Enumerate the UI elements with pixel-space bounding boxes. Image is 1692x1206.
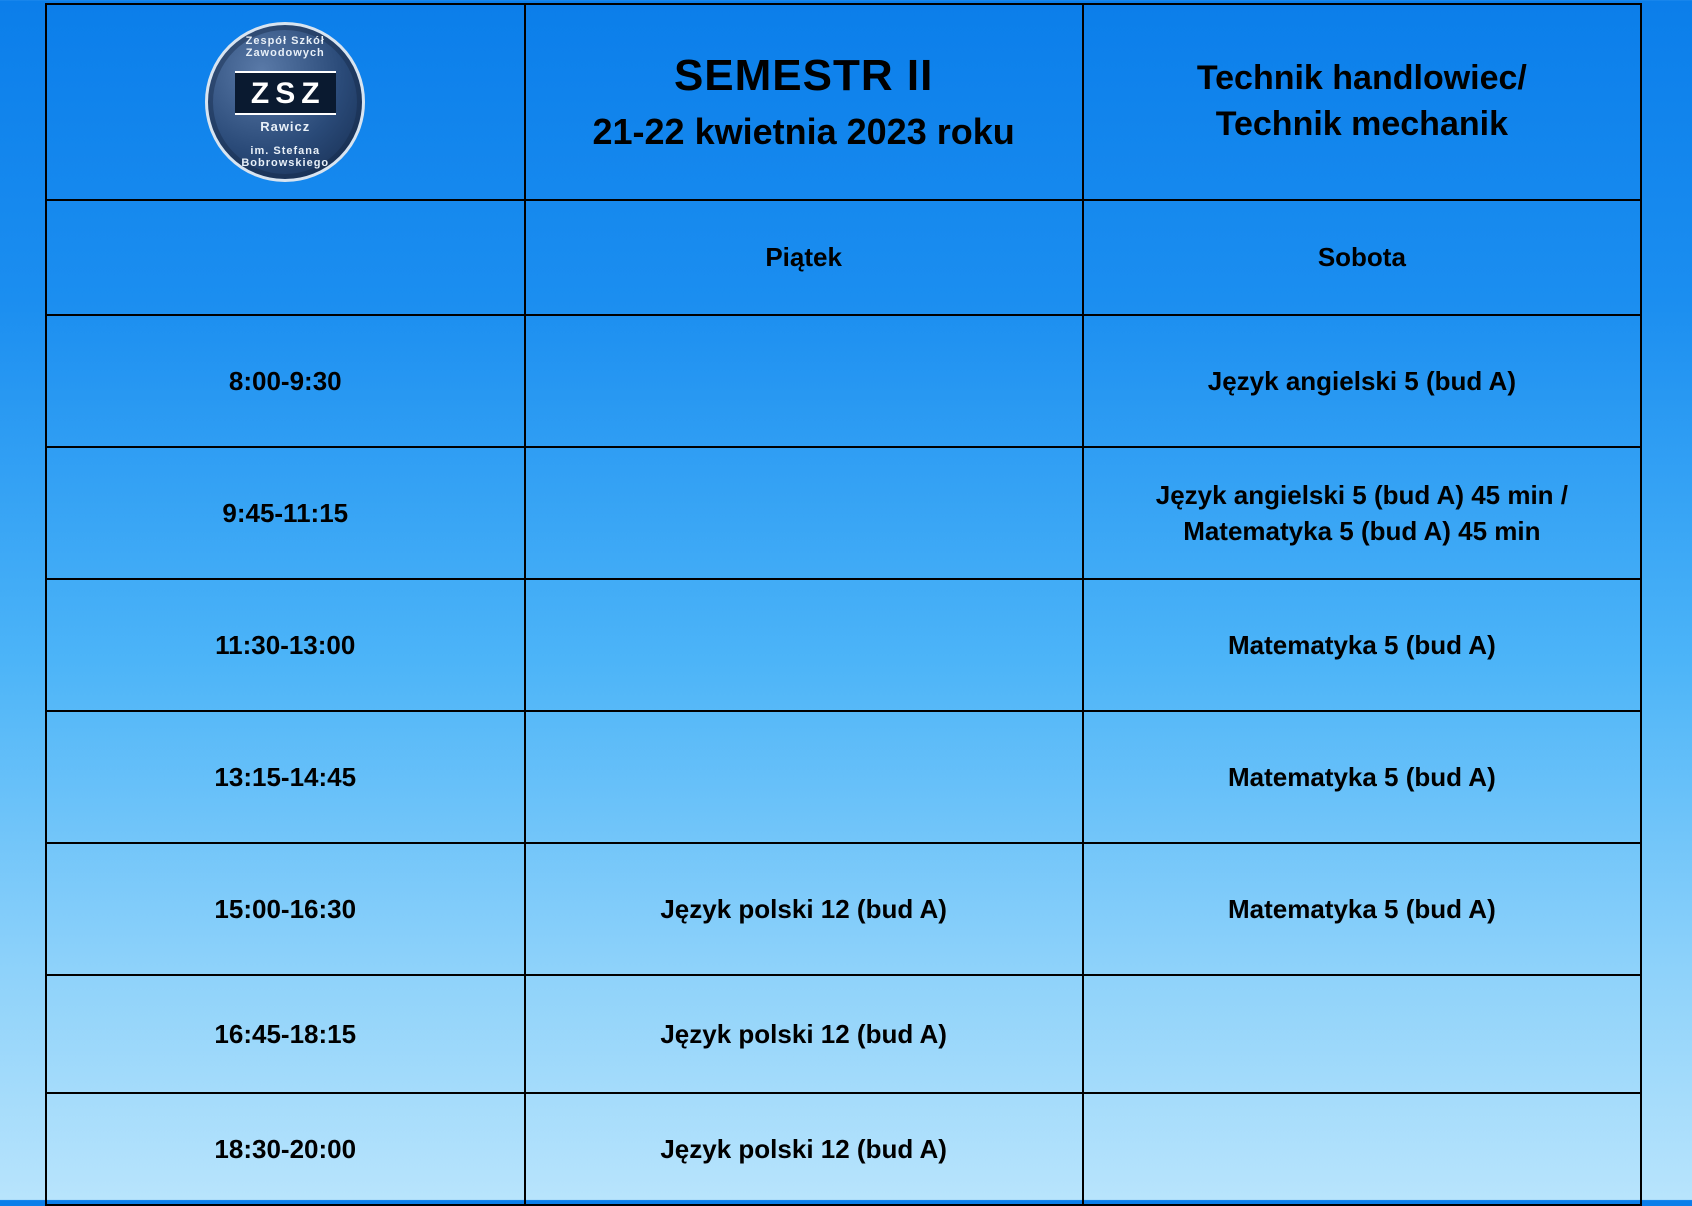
- table-row: 16:45-18:15 Język polski 12 (bud A): [46, 975, 1641, 1093]
- saturday-cell: [1083, 1093, 1641, 1205]
- saturday-cell: Matematyka 5 (bud A): [1083, 843, 1641, 975]
- time-slot: 8:00-9:30: [46, 315, 525, 447]
- table-row: 9:45-11:15 Język angielski 5 (bud A) 45 …: [46, 447, 1641, 579]
- header-row: Zespół Szkół Zawodowych ZSZ Rawicz im. S…: [46, 4, 1641, 200]
- logo-main-text: ZSZ: [235, 71, 336, 115]
- friday-cell: [525, 447, 1083, 579]
- table-row: 8:00-9:30 Język angielski 5 (bud A): [46, 315, 1641, 447]
- logo-cell: Zespół Szkół Zawodowych ZSZ Rawicz im. S…: [46, 4, 525, 200]
- time-slot: 18:30-20:00: [46, 1093, 525, 1205]
- saturday-cell: Matematyka 5 (bud A): [1083, 579, 1641, 711]
- friday-cell: Język polski 12 (bud A): [525, 1093, 1083, 1205]
- friday-cell: Język polski 12 (bud A): [525, 975, 1083, 1093]
- friday-cell: Język polski 12 (bud A): [525, 843, 1083, 975]
- saturday-cell: Język angielski 5 (bud A): [1083, 315, 1641, 447]
- table-row: 13:15-14:45 Matematyka 5 (bud A): [46, 711, 1641, 843]
- logo-sub-text: Rawicz: [260, 119, 310, 134]
- program-cell: Technik handlowiec/ Technik mechanik: [1083, 4, 1641, 200]
- logo-arc-bottom-text: im. Stefana Bobrowskiego: [208, 145, 362, 169]
- program-line-1: Technik handlowiec/: [1084, 56, 1640, 102]
- day-header-saturday: Sobota: [1083, 200, 1641, 315]
- semester-title: SEMESTR II: [526, 51, 1082, 101]
- day-header-friday: Piątek: [525, 200, 1083, 315]
- saturday-cell: [1083, 975, 1641, 1093]
- friday-cell: [525, 315, 1083, 447]
- time-slot: 11:30-13:00: [46, 579, 525, 711]
- day-header-row: Piątek Sobota: [46, 200, 1641, 315]
- time-slot: 13:15-14:45: [46, 711, 525, 843]
- day-header-empty: [46, 200, 525, 315]
- time-slot: 9:45-11:15: [46, 447, 525, 579]
- date-range: 21-22 kwietnia 2023 roku: [526, 111, 1082, 153]
- title-cell: SEMESTR II 21-22 kwietnia 2023 roku: [525, 4, 1083, 200]
- logo-arc-top-text: Zespół Szkół Zawodowych: [208, 35, 362, 59]
- schedule-table: Zespół Szkół Zawodowych ZSZ Rawicz im. S…: [45, 3, 1642, 1206]
- friday-cell: [525, 711, 1083, 843]
- table-row: 15:00-16:30 Język polski 12 (bud A) Mate…: [46, 843, 1641, 975]
- time-slot: 16:45-18:15: [46, 975, 525, 1093]
- time-slot: 15:00-16:30: [46, 843, 525, 975]
- program-line-2: Technik mechanik: [1084, 102, 1640, 148]
- table-row: 18:30-20:00 Język polski 12 (bud A): [46, 1093, 1641, 1205]
- friday-cell: [525, 579, 1083, 711]
- saturday-cell: Język angielski 5 (bud A) 45 min / Matem…: [1083, 447, 1641, 579]
- school-logo: Zespół Szkół Zawodowych ZSZ Rawicz im. S…: [205, 22, 365, 182]
- table-row: 11:30-13:00 Matematyka 5 (bud A): [46, 579, 1641, 711]
- saturday-cell: Matematyka 5 (bud A): [1083, 711, 1641, 843]
